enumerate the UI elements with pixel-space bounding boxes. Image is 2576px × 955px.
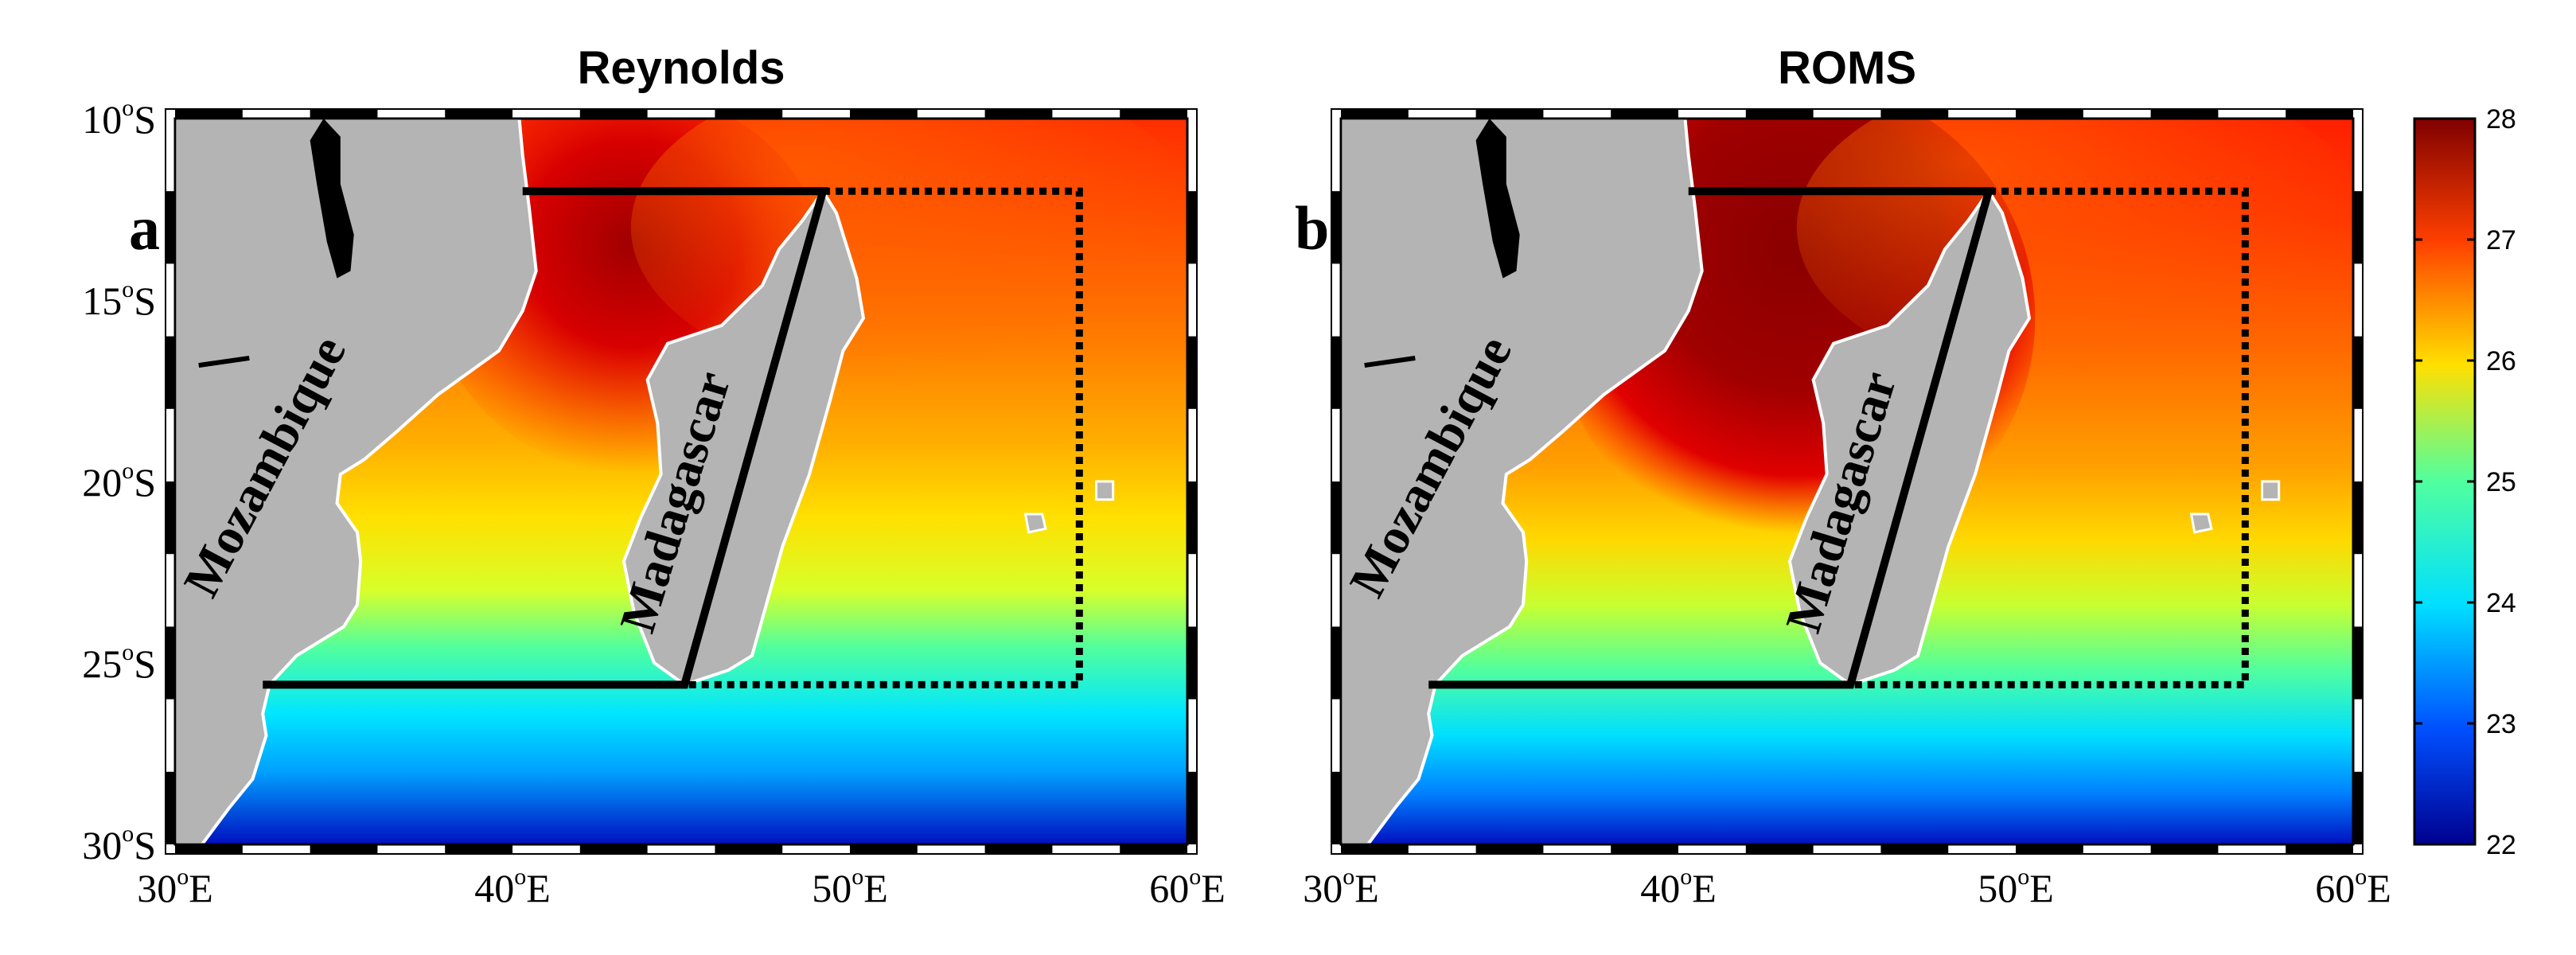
africa-landmass bbox=[1341, 119, 1704, 844]
x-tick-label: 50oE bbox=[1978, 863, 2054, 910]
y-tick-label: 15oS bbox=[82, 276, 156, 323]
colorbar-tick-label: 24 bbox=[2486, 588, 2516, 618]
x-axis-ticks-a: 30oE 40oE 50oE 60oE bbox=[137, 863, 1226, 910]
mauritius-island bbox=[2261, 480, 2281, 501]
analysis-boxes bbox=[1428, 187, 2249, 689]
y-tick-label: 25oS bbox=[82, 639, 156, 686]
reunion-island bbox=[2189, 513, 2213, 534]
land bbox=[175, 119, 1115, 844]
colorbar-tick-label: 22 bbox=[2486, 830, 2516, 860]
y-tick-label: 20oS bbox=[82, 458, 156, 505]
lake-malawi bbox=[310, 119, 354, 279]
madagascar-landmass bbox=[622, 188, 866, 687]
lake-malawi bbox=[1475, 119, 1520, 279]
colorbar-tick-label: 25 bbox=[2486, 467, 2516, 497]
panel-letter: a bbox=[129, 193, 160, 263]
map-frame bbox=[1331, 108, 2364, 855]
channel-box-solid bbox=[263, 187, 828, 689]
x-tick-label: 40oE bbox=[1640, 863, 1717, 910]
panel-letter: b bbox=[1295, 193, 1329, 263]
x-axis-ticks-b: 30oE 40oE 50oE 60oE bbox=[1303, 863, 2391, 910]
x-tick-label: 50oE bbox=[812, 863, 888, 910]
sst-field bbox=[1341, 119, 2353, 844]
x-tick-label: 30oE bbox=[1303, 863, 1379, 910]
colorbar-tick-label: 26 bbox=[2486, 346, 2516, 376]
analysis-boxes bbox=[263, 187, 1083, 689]
colorbar: 22 23 24 25 26 27 28 bbox=[2413, 104, 2516, 860]
colorbar-tick-label: 28 bbox=[2486, 104, 2516, 134]
x-tick-label: 60oE bbox=[1149, 863, 1226, 910]
y-tick-label: 10oS bbox=[82, 95, 156, 142]
east-box-dashed bbox=[684, 187, 1083, 688]
reunion-island bbox=[1023, 513, 1047, 534]
colorbar-tick-label: 23 bbox=[2486, 709, 2516, 739]
colorbar-tick-label: 27 bbox=[2486, 225, 2516, 255]
africa-landmass bbox=[175, 119, 538, 844]
map-frame bbox=[165, 108, 1198, 855]
y-axis-ticks: 10oS 15oS 20oS 25oS 30oS bbox=[82, 95, 156, 867]
madagascar-landmass bbox=[1787, 188, 2032, 687]
lake-kariba bbox=[198, 355, 250, 368]
colorbar-ticks: 22 23 24 25 26 27 28 bbox=[2414, 104, 2516, 860]
map-title: ROMS bbox=[1778, 42, 1916, 94]
y-tick-label: 30oS bbox=[82, 821, 156, 867]
land bbox=[1341, 119, 2281, 844]
colorbar-ramp bbox=[2413, 117, 2477, 846]
x-tick-label: 40oE bbox=[474, 863, 551, 910]
x-tick-label: 30oE bbox=[137, 863, 213, 910]
mauritius-island bbox=[1095, 480, 1115, 501]
lake-kariba bbox=[1364, 355, 1416, 368]
east-box-dashed bbox=[1850, 187, 2249, 688]
x-tick-label: 60oE bbox=[2315, 863, 2391, 910]
channel-box-solid bbox=[1428, 187, 1994, 689]
sst-field bbox=[175, 119, 1187, 844]
map-title: Reynolds bbox=[577, 42, 785, 94]
